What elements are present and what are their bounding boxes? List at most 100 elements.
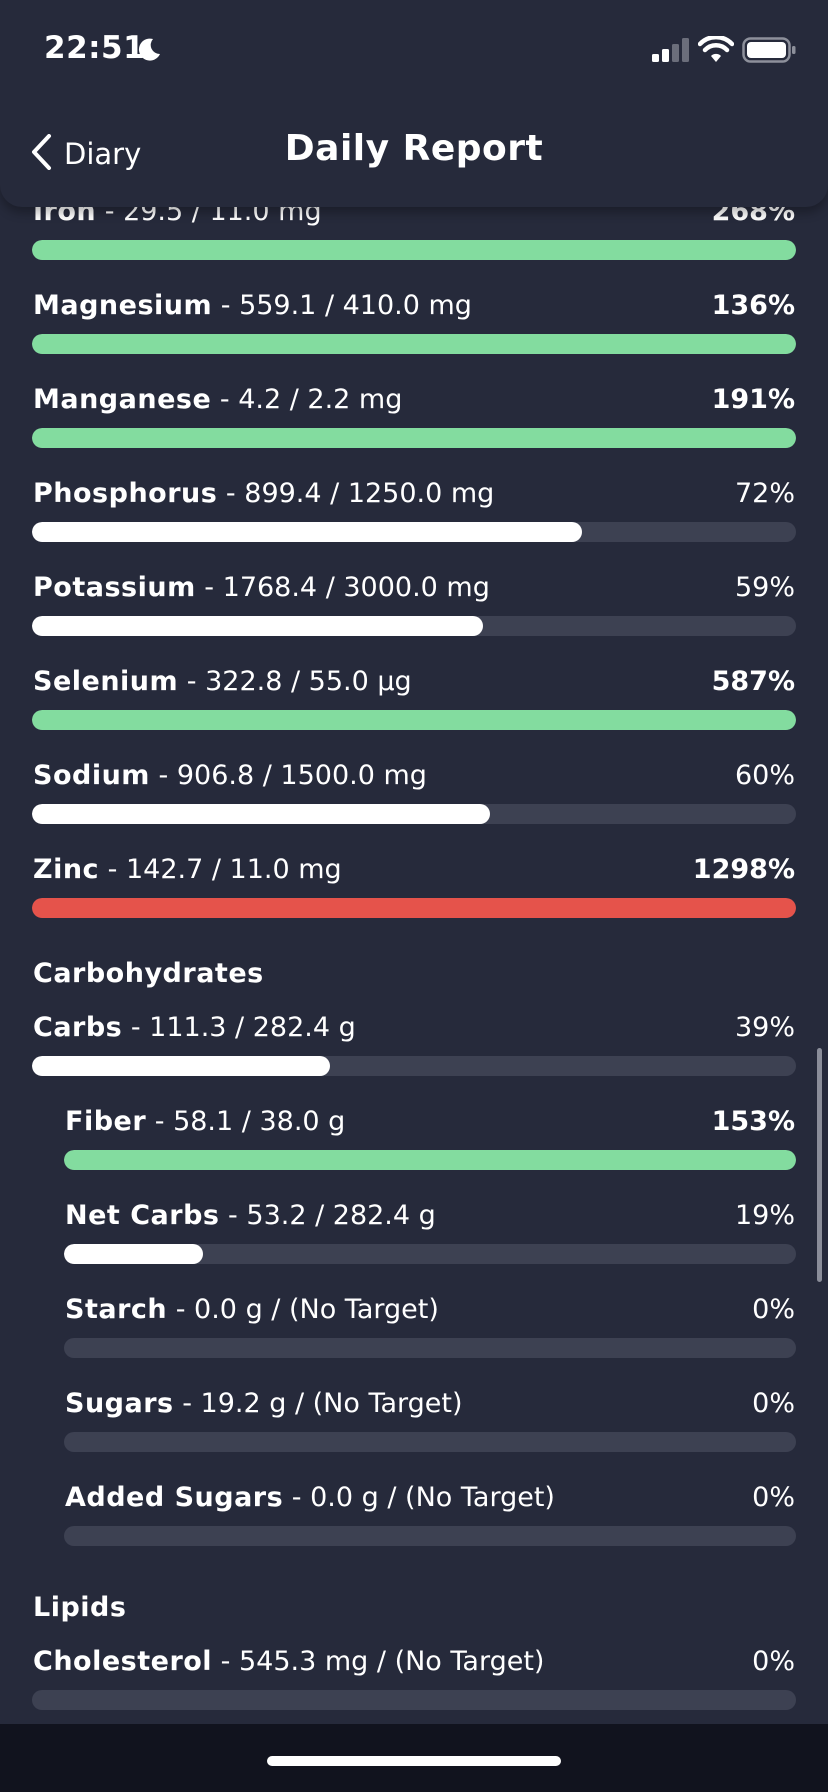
progress-fill [64, 1150, 796, 1170]
nutrient-row-sodium[interactable]: Sodium - 906.8 / 1500.0 mg 60% [0, 758, 828, 828]
progress-track [64, 1432, 796, 1452]
separator: - [146, 1106, 174, 1137]
nutrient-name: Sodium [33, 760, 150, 791]
nutrient-row-phosphorus[interactable]: Phosphorus - 899.4 / 1250.0 mg 72% [0, 476, 828, 546]
nutrient-amount: 19.2 g / (No Target) [200, 1388, 463, 1419]
nutrient-percent: 1298% [692, 854, 795, 885]
moon-icon [136, 36, 162, 66]
nutrient-percent: 191% [711, 384, 795, 415]
progress-track [64, 1244, 796, 1264]
nutrient-name: Carbs [33, 1012, 123, 1043]
nutrient-row-carbs[interactable]: Carbs - 111.3 / 282.4 g 39% [0, 1010, 828, 1080]
nutrient-row-zinc[interactable]: Zinc - 142.7 / 11.0 mg 1298% [0, 852, 828, 922]
progress-fill [32, 616, 483, 636]
progress-track [64, 1150, 796, 1170]
back-button[interactable]: Diary [30, 130, 141, 178]
battery-icon [742, 37, 796, 67]
separator: - [217, 478, 245, 509]
separator: - [212, 290, 240, 321]
nutrient-row-net-carbs[interactable]: Net Carbs - 53.2 / 282.4 g 19% [0, 1198, 828, 1268]
nutrient-label: Phosphorus - 899.4 / 1250.0 mg [33, 476, 494, 512]
scrollbar[interactable] [817, 1048, 822, 1282]
nutrient-amount: 142.7 / 11.0 mg [125, 854, 342, 885]
progress-track [32, 804, 796, 824]
nutrient-row-starch[interactable]: Starch - 0.0 g / (No Target) 0% [0, 1292, 828, 1362]
separator: - [283, 1482, 311, 1513]
nutrient-row-added-sugars[interactable]: Added Sugars - 0.0 g / (No Target) 0% [0, 1480, 828, 1550]
nutrient-name: Phosphorus [33, 478, 218, 509]
progress-track [32, 428, 796, 448]
nutrient-label: Zinc - 142.7 / 11.0 mg [33, 852, 342, 888]
nutrient-amount: 322.8 / 55.0 µg [205, 666, 412, 697]
progress-track [32, 898, 796, 918]
nutrient-percent: 39% [734, 1012, 795, 1043]
report-scroll-view[interactable]: Iron - 29.5 / 11.0 mg 268% Magnesium - 559… [0, 0, 828, 1724]
nutrient-name: Manganese [33, 384, 212, 415]
nutrient-label: Sodium - 906.8 / 1500.0 mg [33, 758, 427, 794]
separator: - [167, 1294, 195, 1325]
separator: - [195, 572, 223, 603]
nutrient-percent: 19% [734, 1200, 795, 1231]
navigation-bar: Diary Daily Report [0, 100, 828, 207]
nutrient-name: Starch [65, 1294, 168, 1325]
separator: - [96, 196, 124, 227]
nutrient-row-fiber[interactable]: Fiber - 58.1 / 38.0 g 153% [0, 1104, 828, 1174]
nutrient-percent: 59% [734, 572, 795, 603]
progress-track [32, 240, 796, 260]
nutrient-row-sugars[interactable]: Sugars - 19.2 g / (No Target) 0% [0, 1386, 828, 1456]
nutrient-label: Fiber - 58.1 / 38.0 g [65, 1104, 345, 1140]
chevron-left-icon [30, 134, 52, 174]
nutrient-label: Net Carbs - 53.2 / 282.4 g [65, 1198, 436, 1234]
nutrient-label: Sugars - 19.2 g / (No Target) [65, 1386, 463, 1422]
nutrient-row-cholesterol[interactable]: Cholesterol - 545.3 mg / (No Target) 0% [0, 1644, 828, 1714]
progress-fill [32, 428, 796, 448]
nutrient-row-selenium[interactable]: Selenium - 322.8 / 55.0 µg 587% [0, 664, 828, 734]
progress-fill [32, 804, 491, 824]
progress-track [32, 1690, 796, 1710]
nutrient-row-potassium[interactable]: Potassium - 1768.4 / 3000.0 mg 59% [0, 570, 828, 640]
nutrient-label: Manganese - 4.2 / 2.2 mg [33, 382, 402, 418]
nutrient-amount: 0.0 g / (No Target) [310, 1482, 555, 1513]
nutrient-name: Magnesium [33, 290, 213, 321]
separator: - [149, 760, 177, 791]
nutrient-label: Potassium - 1768.4 / 3000.0 mg [33, 570, 490, 606]
nutrient-amount: 545.3 mg / (No Target) [238, 1646, 545, 1677]
progress-track [32, 334, 796, 354]
progress-track [32, 1056, 796, 1076]
nutrient-amount: 559.1 / 410.0 mg [239, 290, 472, 321]
progress-fill [32, 240, 796, 260]
progress-track [32, 710, 796, 730]
nutrient-label: Cholesterol - 545.3 mg / (No Target) [33, 1644, 544, 1680]
nutrient-name: Selenium [33, 666, 179, 697]
nutrient-name: Fiber [65, 1106, 147, 1137]
status-bar: 22:51 [0, 0, 828, 100]
separator: - [219, 1200, 247, 1231]
nutrient-percent: 72% [734, 478, 795, 509]
nutrient-percent: 60% [734, 760, 795, 791]
progress-fill [32, 898, 796, 918]
section-title-carbohydrates: Carbohydrates [33, 958, 264, 989]
nutrient-name: Sugars [65, 1388, 174, 1419]
nutrient-label: Starch - 0.0 g / (No Target) [65, 1292, 439, 1328]
nutrient-name: Added Sugars [65, 1482, 284, 1513]
nutrient-amount: 53.2 / 282.4 g [246, 1200, 436, 1231]
page-title: Daily Report [284, 128, 544, 169]
section-title-lipids: Lipids [33, 1592, 127, 1623]
nutrient-label: Selenium - 322.8 / 55.0 µg [33, 664, 412, 700]
progress-fill [32, 710, 796, 730]
home-indicator[interactable] [267, 1756, 561, 1766]
nutrient-name: Net Carbs [65, 1200, 220, 1231]
nutrient-percent: 153% [711, 1106, 795, 1137]
nutrient-amount: 1768.4 / 3000.0 mg [222, 572, 490, 603]
separator: - [122, 1012, 150, 1043]
nutrient-percent: 0% [752, 1646, 795, 1677]
nutrient-amount: 906.8 / 1500.0 mg [176, 760, 427, 791]
nutrient-percent: 0% [752, 1294, 795, 1325]
progress-fill [32, 1056, 330, 1076]
nutrient-row-magnesium[interactable]: Magnesium - 559.1 / 410.0 mg 136% [0, 288, 828, 358]
nutrient-amount: 899.4 / 1250.0 mg [244, 478, 495, 509]
nutrient-amount: 111.3 / 282.4 g [149, 1012, 356, 1043]
nutrient-row-manganese[interactable]: Manganese - 4.2 / 2.2 mg 191% [0, 382, 828, 452]
progress-fill [32, 334, 796, 354]
wifi-icon [697, 34, 735, 68]
